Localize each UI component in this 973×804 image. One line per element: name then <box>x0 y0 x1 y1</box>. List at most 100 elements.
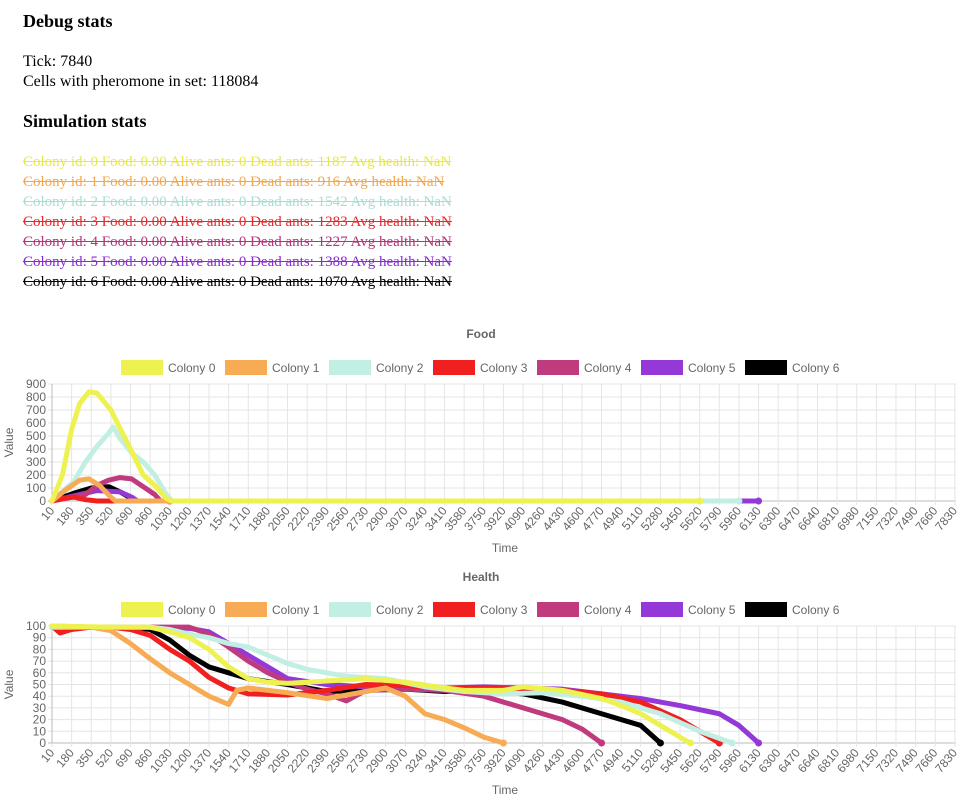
y-tick-label: 400 <box>26 442 46 456</box>
y-tick-label: 800 <box>26 390 46 404</box>
y-tick-label: 700 <box>26 403 46 417</box>
colony-stat-3: Colony id: 3 Food: 0.00 Alive ants: 0 De… <box>23 214 452 230</box>
legend-swatch <box>537 602 579 617</box>
y-tick-label: 500 <box>26 429 46 443</box>
tick-label: Tick: <box>23 53 61 70</box>
legend-label: Colony 2 <box>376 603 424 617</box>
legend-label: Colony 1 <box>272 603 320 617</box>
legend-swatch <box>121 360 163 375</box>
legend-swatch <box>745 602 787 617</box>
series-line-colony-0 <box>49 623 693 746</box>
x-axis-label: Time <box>492 783 519 797</box>
y-tick-label: 10 <box>33 724 47 738</box>
series-line-colony-3 <box>49 494 173 504</box>
x-tick-label: 7830 <box>932 504 960 534</box>
series-line-colony-4 <box>49 475 173 504</box>
colony-stat-4: Colony id: 4 Food: 0.00 Alive ants: 0 De… <box>23 234 452 250</box>
x-axis-label: Time <box>492 541 519 555</box>
debug-stats-heading: Debug stats <box>23 11 113 31</box>
y-tick-label: 50 <box>33 678 47 692</box>
legend-label: Colony 6 <box>792 361 840 375</box>
legend-swatch <box>329 360 371 375</box>
series-line-colony-1 <box>49 623 506 746</box>
legend-swatch <box>641 360 683 375</box>
tick-value: 7840 <box>60 53 93 70</box>
y-tick-label: 20 <box>33 713 47 727</box>
series-end-point <box>735 497 743 505</box>
legend-label: Colony 4 <box>584 361 632 375</box>
x-tick-label: 180 <box>53 746 77 771</box>
colony-stat-5: Colony id: 5 Food: 0.00 Alive ants: 0 De… <box>23 254 452 270</box>
y-tick-label: 40 <box>33 689 47 703</box>
chart-legend: Colony 0 Colony 1 Colony 2 Colony 3 Colony 4… <box>121 602 840 617</box>
legend-swatch <box>433 360 475 375</box>
colony-stat-1: Colony id: 1 Food: 0.00 Alive ants: 0 De… <box>23 174 445 190</box>
legend-swatch <box>745 360 787 375</box>
x-tick-label: 350 <box>73 504 97 529</box>
y-tick-label: 900 <box>26 377 46 391</box>
simulation-stats-heading: Simulation stats <box>23 111 147 131</box>
series-line-colony-1 <box>49 476 173 504</box>
y-axis-label: Value <box>2 427 16 457</box>
series-end-point <box>755 497 763 505</box>
legend-swatch <box>225 602 267 617</box>
tick-line: Tick: 7840 <box>23 53 92 71</box>
x-tick-label: 520 <box>93 504 117 529</box>
legend-swatch <box>225 360 267 375</box>
y-tick-label: 100 <box>26 619 46 633</box>
colony-stat-2: Colony id: 2 Food: 0.00 Alive ants: 0 De… <box>23 194 452 210</box>
y-tick-label: 70 <box>33 654 47 668</box>
legend-label: Colony 5 <box>688 603 736 617</box>
x-tick-label: 7830 <box>932 746 960 776</box>
legend-label: Colony 0 <box>168 361 216 375</box>
y-tick-label: 0 <box>39 736 46 750</box>
legend-label: Colony 0 <box>168 603 216 617</box>
x-tick-label: 350 <box>73 746 97 771</box>
y-tick-label: 60 <box>33 666 47 680</box>
pheromone-cells-label: Cells with pheromone in set: <box>23 73 211 90</box>
chart-title: Food <box>466 327 495 341</box>
legend-label: Colony 3 <box>480 603 528 617</box>
pheromone-cells-value: 118084 <box>210 73 259 90</box>
legend-swatch <box>329 602 371 617</box>
legend-swatch <box>121 602 163 617</box>
legend-label: Colony 5 <box>688 361 736 375</box>
colony-stat-6: Colony id: 6 Food: 0.00 Alive ants: 0 De… <box>23 274 452 290</box>
colony-stat-0: Colony id: 0 Food: 0.00 Alive ants: 0 De… <box>23 154 452 170</box>
legend-label: Colony 6 <box>792 603 840 617</box>
y-tick-label: 80 <box>33 642 47 656</box>
y-tick-label: 300 <box>26 455 46 469</box>
chart-title: Health <box>463 570 500 584</box>
series-end-point <box>598 739 606 747</box>
y-tick-label: 30 <box>33 701 47 715</box>
legend-swatch <box>641 602 683 617</box>
series-line-colony-0 <box>49 389 703 504</box>
x-tick-label: 690 <box>112 746 136 771</box>
x-tick-label: 520 <box>93 746 117 771</box>
pheromone-cells-line: Cells with pheromone in set: 118084 <box>23 73 258 91</box>
series-end-point <box>499 739 507 747</box>
legend-label: Colony 4 <box>584 603 632 617</box>
x-tick-label: 180 <box>53 504 77 529</box>
series-end-point <box>656 739 664 747</box>
series-end-point <box>728 739 736 747</box>
legend-label: Colony 1 <box>272 361 320 375</box>
legend-swatch <box>537 360 579 375</box>
legend-label: Colony 3 <box>480 361 528 375</box>
series-end-point <box>696 497 704 505</box>
y-tick-label: 600 <box>26 416 46 430</box>
series-end-point <box>686 739 694 747</box>
x-tick-label: 690 <box>112 504 136 529</box>
series-end-point <box>755 739 763 747</box>
y-tick-label: 100 <box>26 481 46 495</box>
y-tick-label: 200 <box>26 468 46 482</box>
legend-label: Colony 2 <box>376 361 424 375</box>
y-axis-label: Value <box>2 669 16 699</box>
y-tick-label: 0 <box>39 494 46 508</box>
series-line-colony-2 <box>49 424 742 504</box>
legend-swatch <box>433 602 475 617</box>
chart-legend: Colony 0 Colony 1 Colony 2 Colony 3 Colony 4… <box>121 360 840 375</box>
